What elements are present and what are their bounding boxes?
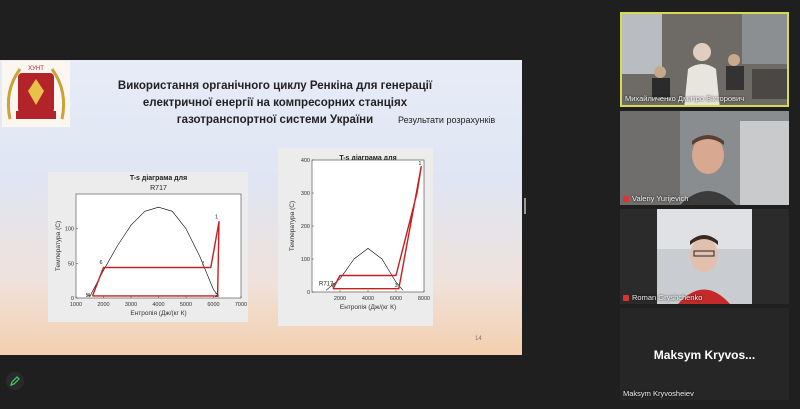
participant-tile-2[interactable]: Valeriy Yurijevich [620, 111, 789, 205]
y-axis-label: Температура (С) [289, 201, 296, 251]
x-axis-label: Ентропія (Дж/(кг К) [340, 303, 396, 311]
participant-name: Valeriy Yurijevich [623, 194, 688, 203]
panel-resize-handle[interactable] [524, 198, 526, 214]
x-tick-label: 6000 [390, 296, 402, 302]
slide-title: Використання органічного циклу Ренкіна д… [100, 78, 450, 129]
x-tick-label: 4000 [362, 296, 374, 302]
cycle-line [91, 221, 220, 297]
y-tick-label: 400 [301, 158, 310, 164]
cycle-point-label: 4 [87, 293, 90, 299]
participant-tile-3[interactable]: Roman Gryshchenko [620, 209, 789, 304]
cycle-point-label: 7 [201, 261, 204, 267]
saturation-dome-line [325, 248, 404, 291]
cycle-line [332, 165, 422, 290]
x-tick-label: 6000 [207, 302, 219, 308]
cycle-point-label: 1 [418, 161, 421, 167]
x-tick-label: 1000 [70, 302, 82, 308]
ts-chart-right: T-s діаграма для R717 2000 4000 6000 8000 0 100… [278, 148, 433, 326]
results-label: Результати розрахунків [398, 115, 496, 125]
mic-muted-icon [623, 196, 629, 203]
participant-video [622, 14, 787, 105]
participant-name: Roman Gryshchenko [623, 293, 702, 302]
y-tick-label: 100 [65, 227, 74, 233]
cycle-point-label: 6 [100, 260, 103, 266]
x-axis-label: Ентропія (Дж/(кг К) [130, 309, 186, 317]
annotate-button[interactable] [6, 372, 24, 390]
cycle-point-label: 1 [215, 214, 218, 220]
participant-name: Михайличенко Дмитро Вікторович [625, 94, 745, 103]
x-tick-label: 8000 [418, 296, 430, 302]
participant-name-text: Valeriy Yurijevich [632, 194, 689, 203]
participant-name: Maksym Kryvosheiev [623, 389, 694, 398]
mic-muted-icon [623, 295, 629, 302]
chart-title: T-s діаграма для [339, 154, 396, 162]
participant-name-text: Roman Gryshchenko [632, 293, 703, 302]
chart-subtitle: R717 [150, 185, 167, 192]
page-number: 14 [475, 336, 482, 342]
logo-text: ХУНТ [28, 66, 44, 72]
x-tick-label: 2000 [97, 302, 109, 308]
chart-title: T-s діаграма для [130, 174, 187, 182]
participant-tile-1[interactable]: Михайличенко Дмитро Вікторович [620, 12, 789, 107]
y-tick-label: 300 [301, 191, 310, 197]
ts-chart-right-svg: T-s діаграма для R717 2000 4000 6000 8000 0 100… [289, 154, 430, 311]
y-tick-label: 0 [307, 290, 310, 296]
slide-title-line: електричної енергії на компресорних стан… [142, 97, 408, 109]
participant-video [620, 111, 789, 205]
y-tick-label: 200 [301, 224, 310, 230]
y-tick-label: 0 [71, 296, 74, 302]
x-tick-label: 4000 [152, 302, 164, 308]
plot-area [75, 193, 242, 299]
cycle-point-label: 5 [86, 293, 89, 299]
cycle-point-label: 2 [215, 293, 218, 299]
cycle-point-label: 3 [395, 283, 398, 289]
slide-title-line: газотранспортної системи України [176, 114, 374, 126]
slide-title-line: Використання органічного циклу Ренкіна д… [117, 80, 433, 92]
legend-label: R717 [319, 281, 334, 287]
y-axis-label: Температура (С) [55, 221, 62, 271]
cycle-point-label: 2 [332, 283, 335, 289]
participant-video [620, 209, 789, 304]
y-tick-label: 100 [301, 257, 310, 263]
participant-placeholder-name: Maksym Kryvos... [653, 348, 756, 362]
participant-tile-4[interactable]: Maksym Kryvos... Maksym Kryvosheiev [620, 308, 789, 400]
plot-area [311, 159, 425, 293]
y-tick-label: 50 [68, 261, 74, 267]
pen-icon [10, 376, 20, 386]
shared-slide: ХУНТ Використання органічного циклу Ренк… [0, 60, 522, 355]
x-tick-label: 5000 [180, 302, 192, 308]
x-tick-label: 2000 [334, 296, 346, 302]
university-logo: ХУНТ [2, 61, 70, 127]
ts-chart-left: T-s діаграма для R717 1000 2000 3000 4000 5000… [48, 172, 248, 322]
x-tick-label: 7000 [235, 302, 247, 308]
x-tick-label: 3000 [125, 302, 137, 308]
